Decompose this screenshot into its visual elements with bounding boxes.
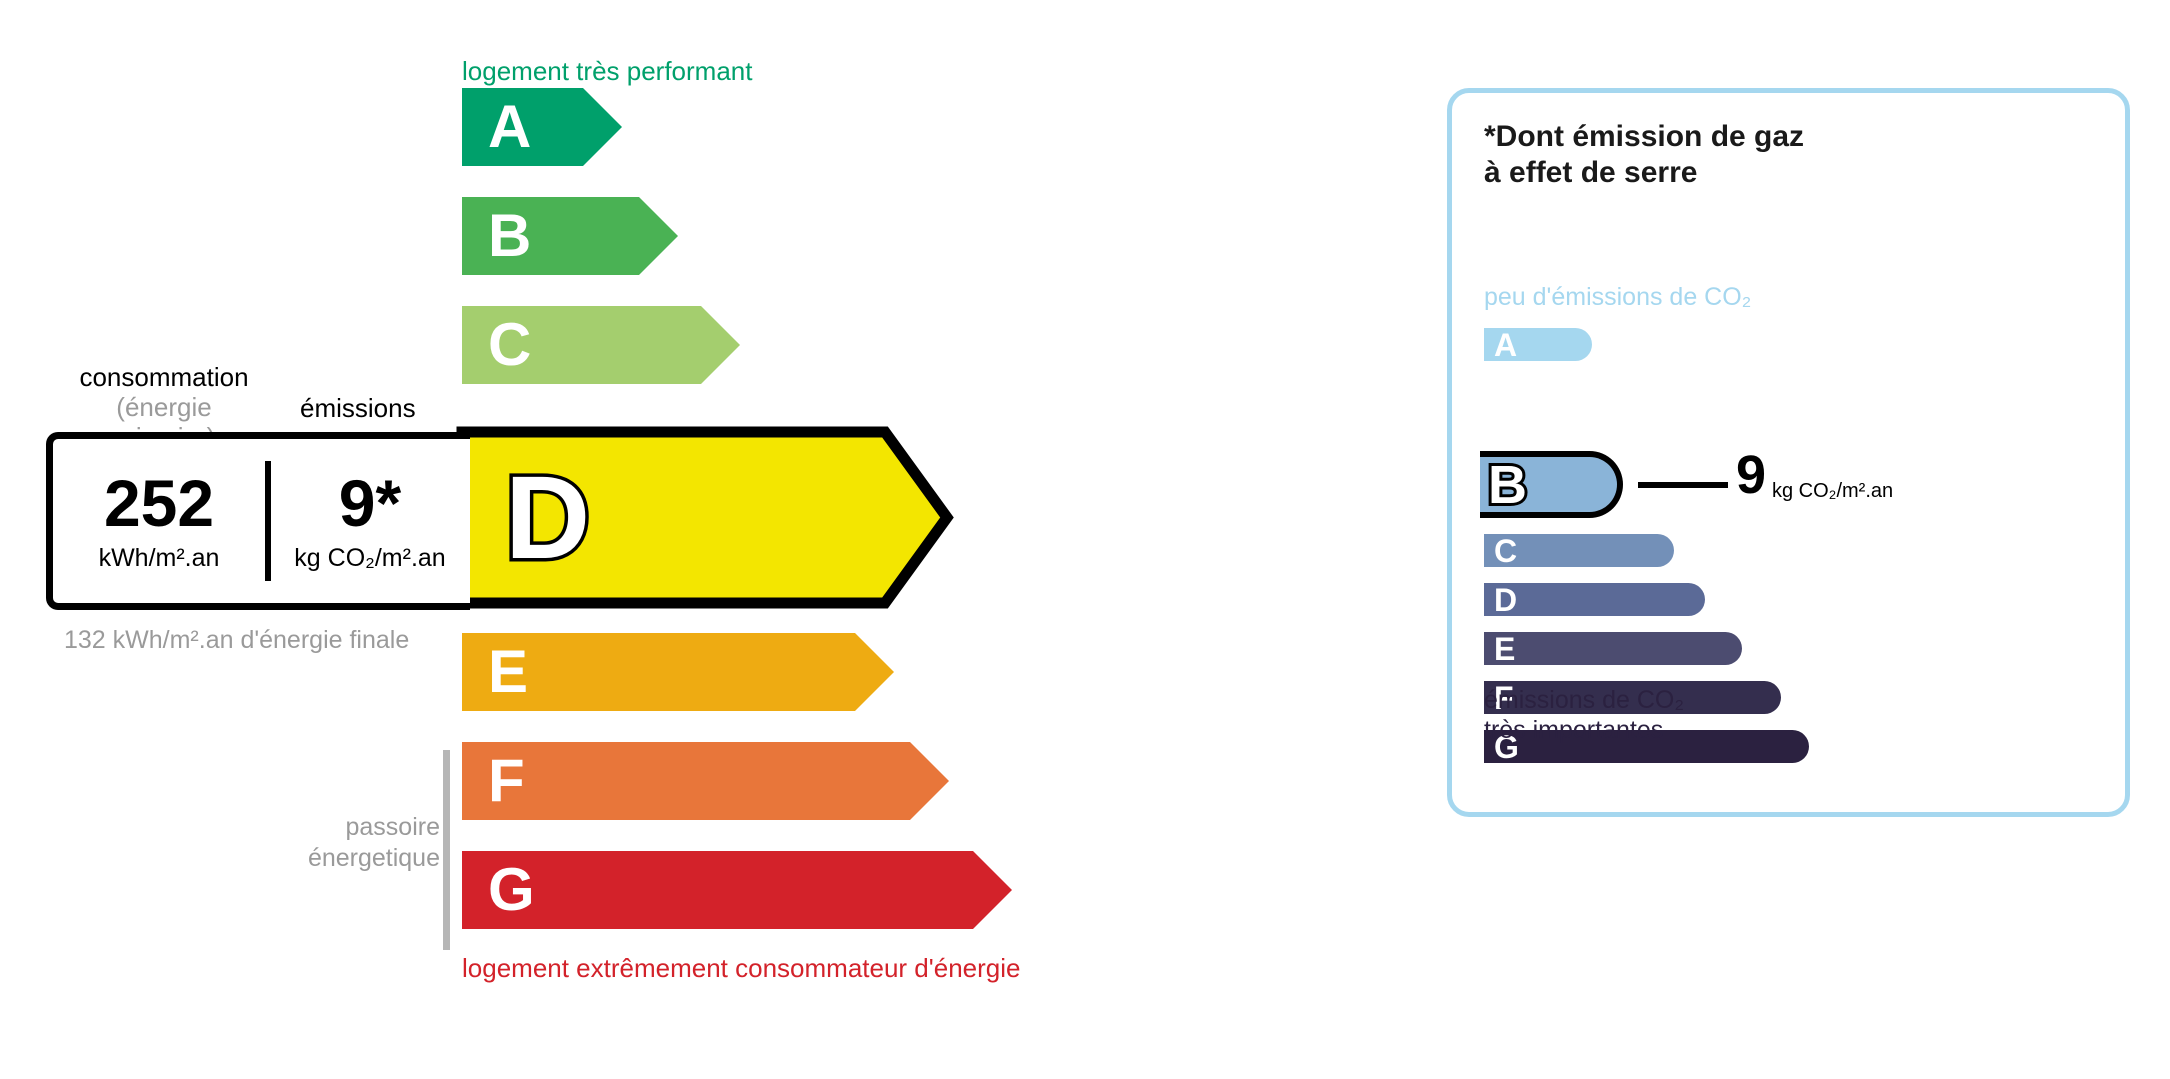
energy-bar-e-tip xyxy=(855,633,894,711)
co2-bar-d-letter: D xyxy=(1494,581,1518,618)
emissions-value-cell: 9* kg CO₂/m².an xyxy=(271,470,469,573)
co2-value-unit: kg CO₂/m².an xyxy=(1772,480,1894,502)
co2-bar-g-letter: G xyxy=(1494,728,1519,765)
co2-top-caption: peu d'émissions de CO₂ xyxy=(1484,283,1752,311)
energy-top-caption: logement très performant xyxy=(462,56,753,86)
energy-bar-b-body xyxy=(462,197,639,275)
energy-bar-b-letter: B xyxy=(488,202,532,269)
co2-bar-f: F xyxy=(1484,681,1781,714)
energy-bar-b-tip xyxy=(639,197,678,275)
energy-bar-f-body xyxy=(462,742,910,820)
energy-bar-f-tip xyxy=(910,742,949,820)
co2-bar-c-letter: C xyxy=(1494,532,1518,569)
consumption-label-main: consommation xyxy=(79,362,249,392)
energy-bar-g-body xyxy=(462,851,973,929)
consumption-unit: kWh/m².an xyxy=(98,543,220,572)
energy-bar-b: B xyxy=(462,197,678,275)
passoire-label: passoire énergetique xyxy=(307,813,440,873)
energy-bar-g: G xyxy=(462,851,1012,929)
energy-bar-a: A xyxy=(462,88,622,166)
co2-bar-a-letter: A xyxy=(1494,326,1518,363)
energy-bar-e-letter: E xyxy=(488,638,529,705)
co2-bar-e: E xyxy=(1484,632,1742,665)
energy-bar-e: E xyxy=(462,633,894,711)
energy-bar-c-tip xyxy=(701,306,740,384)
energy-bar-a-letter: A xyxy=(488,93,532,160)
energy-bar-a-tip xyxy=(583,88,622,166)
energy-bar-d-highlighted: D xyxy=(455,425,975,610)
co2-value: 9 xyxy=(1736,445,1767,505)
energy-bar-c-body xyxy=(462,306,701,384)
co2-bar-e-letter: E xyxy=(1494,630,1516,667)
co2-bar-g: G xyxy=(1484,730,1809,763)
energy-bar-a-body xyxy=(462,88,583,166)
value-box: 252 kWh/m².an 9* kg CO₂/m².an xyxy=(46,432,470,610)
energy-bar-g-letter: G xyxy=(488,856,535,923)
energy-bar-g-tip xyxy=(973,851,1012,929)
final-energy-note: 132 kWh/m².an d'énergie finale xyxy=(64,626,410,654)
passoire-marker-bar xyxy=(443,750,450,950)
emissions-value: 9* xyxy=(338,465,402,540)
co2-bar-a: A xyxy=(1484,328,1592,361)
co2-bottom-caption: émissions de CO₂ très importantes xyxy=(1484,686,1685,744)
energy-bar-f-letter: F xyxy=(488,747,525,814)
consumption-value-cell: 252 kWh/m².an xyxy=(53,470,265,573)
energy-bar-d-letter: D xyxy=(501,451,593,584)
co2-bar-c: C xyxy=(1484,534,1674,567)
consumption-value: 252 xyxy=(103,465,215,540)
co2-panel-title: *Dont émission de gaz à effet de serre xyxy=(1484,120,1805,189)
value-box-divider xyxy=(265,461,271,581)
co2-panel: *Dont émission de gaz à effet de serre p… xyxy=(1447,88,2130,817)
co2-bar-b-letter: B xyxy=(1485,454,1530,515)
energy-bar-c-letter: C xyxy=(488,311,532,378)
energy-bar-c: C xyxy=(462,306,740,384)
energy-bar-f: F xyxy=(462,742,949,820)
energy-bottom-caption: logement extrêmement consommateur d'éner… xyxy=(462,953,1021,983)
co2-bar-b-highlighted: B xyxy=(1480,451,1623,518)
energy-bar-e-body xyxy=(462,633,855,711)
co2-bar-d: D xyxy=(1484,583,1705,616)
emissions-unit: kg CO₂/m².an xyxy=(294,543,446,572)
energy-scale-panel: logement très performant A B C xyxy=(46,56,1021,983)
co2-leader-line xyxy=(1638,482,1728,488)
co2-bar-f-letter: F xyxy=(1494,679,1514,716)
emissions-label: émissions xyxy=(300,393,416,423)
